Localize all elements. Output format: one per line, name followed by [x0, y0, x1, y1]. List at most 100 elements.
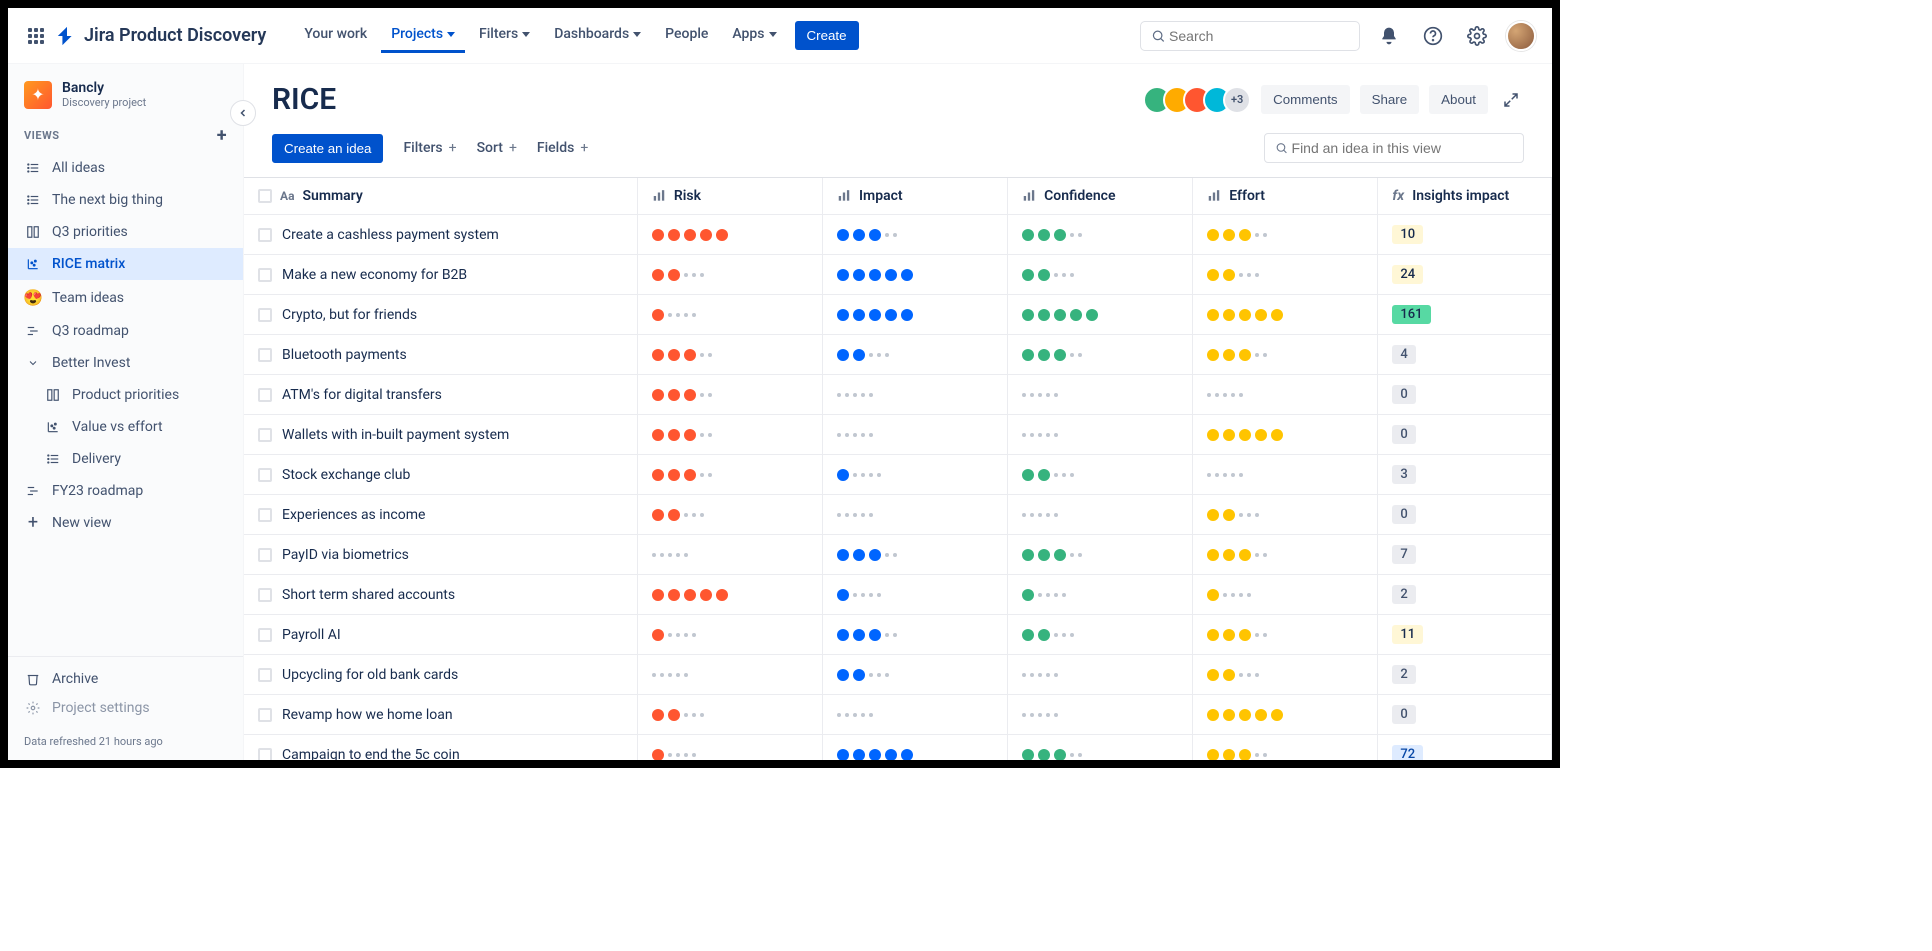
idea-row[interactable]: Short term shared accounts2 [244, 575, 1552, 615]
row-checkbox[interactable] [258, 348, 272, 362]
avatar-stack[interactable]: +3 [1143, 86, 1251, 114]
search-icon [1151, 28, 1166, 44]
nav-your-work[interactable]: Your work [294, 18, 377, 53]
sidebar-archive[interactable]: Archive [8, 663, 243, 695]
idea-row[interactable]: Upcycling for old bank cards2 [244, 655, 1552, 695]
idea-row[interactable]: Campaign to end the 5c coin72 [244, 735, 1552, 761]
rating-dots [652, 229, 808, 241]
idea-row[interactable]: Make a new economy for B2B24 [244, 255, 1552, 295]
product-name: Jira Product Discovery [84, 25, 266, 46]
sidebar-view-item[interactable]: All ideas [8, 152, 243, 184]
column-effort[interactable]: Effort [1193, 178, 1378, 215]
create-button[interactable]: Create [795, 21, 859, 50]
sort-button[interactable]: Sort+ [477, 140, 517, 156]
row-checkbox[interactable] [258, 708, 272, 722]
fullscreen-icon[interactable] [1498, 87, 1524, 113]
page-header: RICE +3 Comments Share About [244, 64, 1552, 127]
row-checkbox[interactable] [258, 508, 272, 522]
sidebar-view-item[interactable]: Product priorities [8, 379, 243, 411]
idea-row[interactable]: Revamp how we home loan0 [244, 695, 1552, 735]
rating-dots [652, 589, 808, 601]
sidebar-view-item[interactable]: Better Invest [8, 347, 243, 379]
sidebar-view-item[interactable]: RICE matrix [8, 248, 243, 280]
main-nav: Your work Projects Filters Dashboards Pe… [294, 18, 786, 53]
app-switcher-icon[interactable] [24, 24, 48, 48]
sidebar-view-item[interactable]: 😍Team ideas [8, 280, 243, 315]
column-insights-impact[interactable]: fxInsights impact [1378, 178, 1552, 215]
sidebar-view-item[interactable]: FY23 roadmap [8, 475, 243, 507]
row-checkbox[interactable] [258, 588, 272, 602]
idea-row[interactable]: Wallets with in-built payment system0 [244, 415, 1552, 455]
row-checkbox[interactable] [258, 308, 272, 322]
rating-dots [837, 513, 993, 517]
settings-icon[interactable] [1462, 21, 1492, 51]
row-checkbox[interactable] [258, 428, 272, 442]
nav-dashboards[interactable]: Dashboards [544, 18, 651, 53]
rating-dots [652, 629, 808, 641]
row-checkbox[interactable] [258, 548, 272, 562]
rating-dots [652, 469, 808, 481]
nav-people[interactable]: People [655, 18, 718, 53]
sidebar-view-item[interactable]: +New view [8, 507, 243, 539]
product-logo[interactable]: Jira Product Discovery [56, 25, 266, 47]
sidebar-project-settings[interactable]: Project settings [8, 695, 243, 721]
fields-button[interactable]: Fields+ [537, 140, 588, 156]
sidebar-view-item[interactable]: Q3 roadmap [8, 315, 243, 347]
about-button[interactable]: About [1429, 85, 1488, 114]
user-avatar[interactable] [1506, 21, 1536, 51]
idea-summary: Wallets with in-built payment system [282, 427, 509, 443]
sidebar-view-item[interactable]: The next big thing [8, 184, 243, 216]
rating-dots [652, 349, 808, 361]
search-input[interactable] [1169, 28, 1349, 44]
find-idea-input[interactable] [1292, 140, 1513, 156]
select-all-checkbox[interactable] [258, 189, 272, 203]
row-checkbox[interactable] [258, 388, 272, 402]
view-label: Product priorities [72, 387, 179, 403]
comments-button[interactable]: Comments [1261, 85, 1349, 114]
idea-row[interactable]: Payroll AI11 [244, 615, 1552, 655]
rating-dots [652, 553, 808, 557]
idea-row[interactable]: Experiences as income0 [244, 495, 1552, 535]
row-checkbox[interactable] [258, 268, 272, 282]
row-checkbox[interactable] [258, 468, 272, 482]
avatar-more-count[interactable]: +3 [1223, 86, 1251, 114]
idea-row[interactable]: PayID via biometrics7 [244, 535, 1552, 575]
global-search[interactable] [1140, 21, 1360, 51]
column-risk[interactable]: Risk [637, 178, 822, 215]
views-list: All ideasThe next big thingQ3 priorities… [8, 152, 243, 539]
view-type-icon [44, 420, 62, 434]
nav-projects[interactable]: Projects [381, 18, 465, 53]
idea-row[interactable]: Create a cashless payment system10 [244, 215, 1552, 255]
help-icon[interactable] [1418, 21, 1448, 51]
row-checkbox[interactable] [258, 668, 272, 682]
sidebar-view-item[interactable]: Q3 priorities [8, 216, 243, 248]
sidebar-view-item[interactable]: Delivery [8, 443, 243, 475]
idea-row[interactable]: ATM's for digital transfers0 [244, 375, 1552, 415]
idea-row[interactable]: Stock exchange club3 [244, 455, 1552, 495]
idea-row[interactable]: Bluetooth payments4 [244, 335, 1552, 375]
idea-summary: Create a cashless payment system [282, 227, 499, 243]
row-checkbox[interactable] [258, 228, 272, 242]
rating-dots [1207, 509, 1363, 521]
rating-dots [1022, 469, 1178, 481]
column-impact[interactable]: Impact [823, 178, 1008, 215]
nav-apps[interactable]: Apps [722, 18, 786, 53]
share-button[interactable]: Share [1360, 85, 1420, 114]
sidebar-collapse-button[interactable] [230, 100, 256, 126]
row-checkbox[interactable] [258, 748, 272, 761]
column-confidence[interactable]: Confidence [1008, 178, 1193, 215]
view-type-icon [24, 484, 42, 498]
create-idea-button[interactable]: Create an idea [272, 134, 383, 163]
rating-dots [1022, 393, 1178, 397]
nav-filters[interactable]: Filters [469, 18, 540, 53]
filters-button[interactable]: Filters+ [403, 140, 456, 156]
find-idea-box[interactable] [1264, 133, 1524, 163]
row-checkbox[interactable] [258, 628, 272, 642]
add-view-icon[interactable]: + [217, 125, 227, 146]
sidebar-view-item[interactable]: Value vs effort [8, 411, 243, 443]
insights-badge: 7 [1392, 545, 1415, 564]
project-header[interactable]: ✦ Bancly Discovery project [8, 80, 243, 125]
column-summary[interactable]: Aa Summary [244, 178, 637, 215]
idea-row[interactable]: Crypto, but for friends161 [244, 295, 1552, 335]
notifications-icon[interactable] [1374, 21, 1404, 51]
